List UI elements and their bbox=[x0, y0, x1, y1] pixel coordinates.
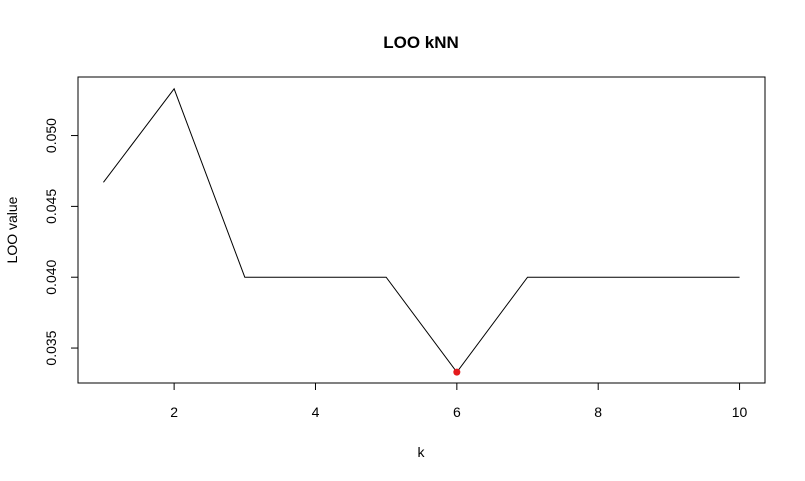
y-axis: 0.035 0.040 0.045 0.050 bbox=[43, 118, 79, 366]
x-axis-label: k bbox=[418, 444, 426, 460]
series-layer bbox=[103, 87, 740, 376]
x-tick-label: 6 bbox=[453, 404, 461, 420]
y-tick-label: 0.050 bbox=[43, 118, 59, 153]
x-tick-label: 8 bbox=[594, 404, 602, 420]
x-tick-label: 10 bbox=[732, 404, 748, 420]
chart-title: LOO kNN bbox=[383, 33, 459, 52]
x-axis: 2 4 6 8 10 bbox=[170, 382, 748, 420]
y-tick-label: 0.040 bbox=[43, 259, 59, 294]
y-tick-label: 0.045 bbox=[43, 189, 59, 224]
y-axis-label: LOO value bbox=[4, 196, 20, 263]
plot-frame bbox=[77, 76, 766, 384]
min-point-marker bbox=[453, 368, 461, 376]
y-tick-label: 0.035 bbox=[43, 330, 59, 365]
series-line bbox=[103, 87, 740, 373]
x-tick-label: 4 bbox=[312, 404, 320, 420]
x-tick-label: 2 bbox=[170, 404, 178, 420]
